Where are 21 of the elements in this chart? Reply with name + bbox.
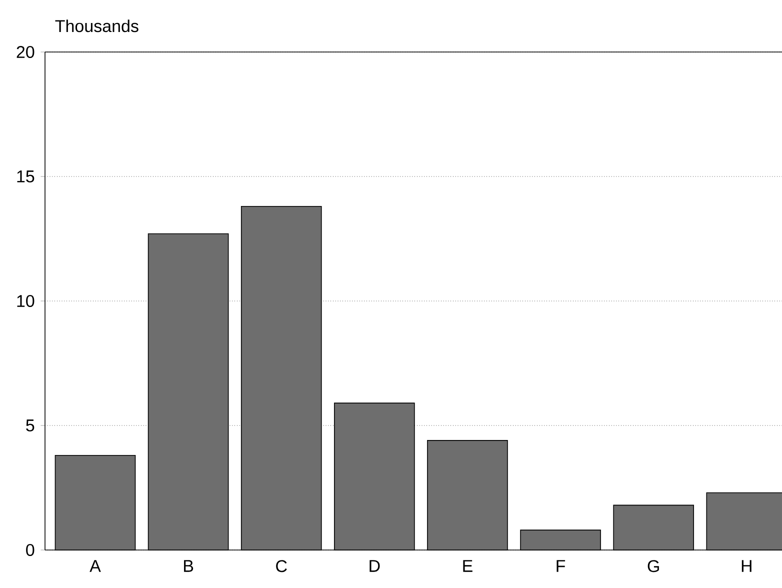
x-tick-label: A bbox=[90, 560, 101, 572]
y-tick-label: 10 bbox=[17, 294, 34, 308]
bar bbox=[614, 505, 694, 550]
x-tick-label: B bbox=[184, 560, 194, 572]
y-axis-title: Thousands bbox=[55, 20, 138, 32]
bar bbox=[427, 440, 508, 550]
y-tick-label: 15 bbox=[17, 170, 34, 182]
y-tick-label: 5 bbox=[26, 420, 34, 432]
bar bbox=[520, 530, 601, 550]
x-tick-label: F bbox=[556, 560, 566, 572]
y-tick-label: 20 bbox=[16, 46, 34, 58]
y-tick-label: 0 bbox=[26, 544, 34, 556]
x-tick-label: D bbox=[370, 560, 380, 572]
bar bbox=[241, 206, 322, 550]
bar bbox=[55, 455, 136, 550]
bar bbox=[334, 403, 414, 550]
x-tick-label: H bbox=[742, 560, 752, 572]
x-tick-label: G bbox=[648, 560, 659, 572]
x-tick-label: E bbox=[463, 560, 472, 572]
x-tick-label: C bbox=[276, 560, 287, 572]
bar bbox=[148, 234, 228, 550]
